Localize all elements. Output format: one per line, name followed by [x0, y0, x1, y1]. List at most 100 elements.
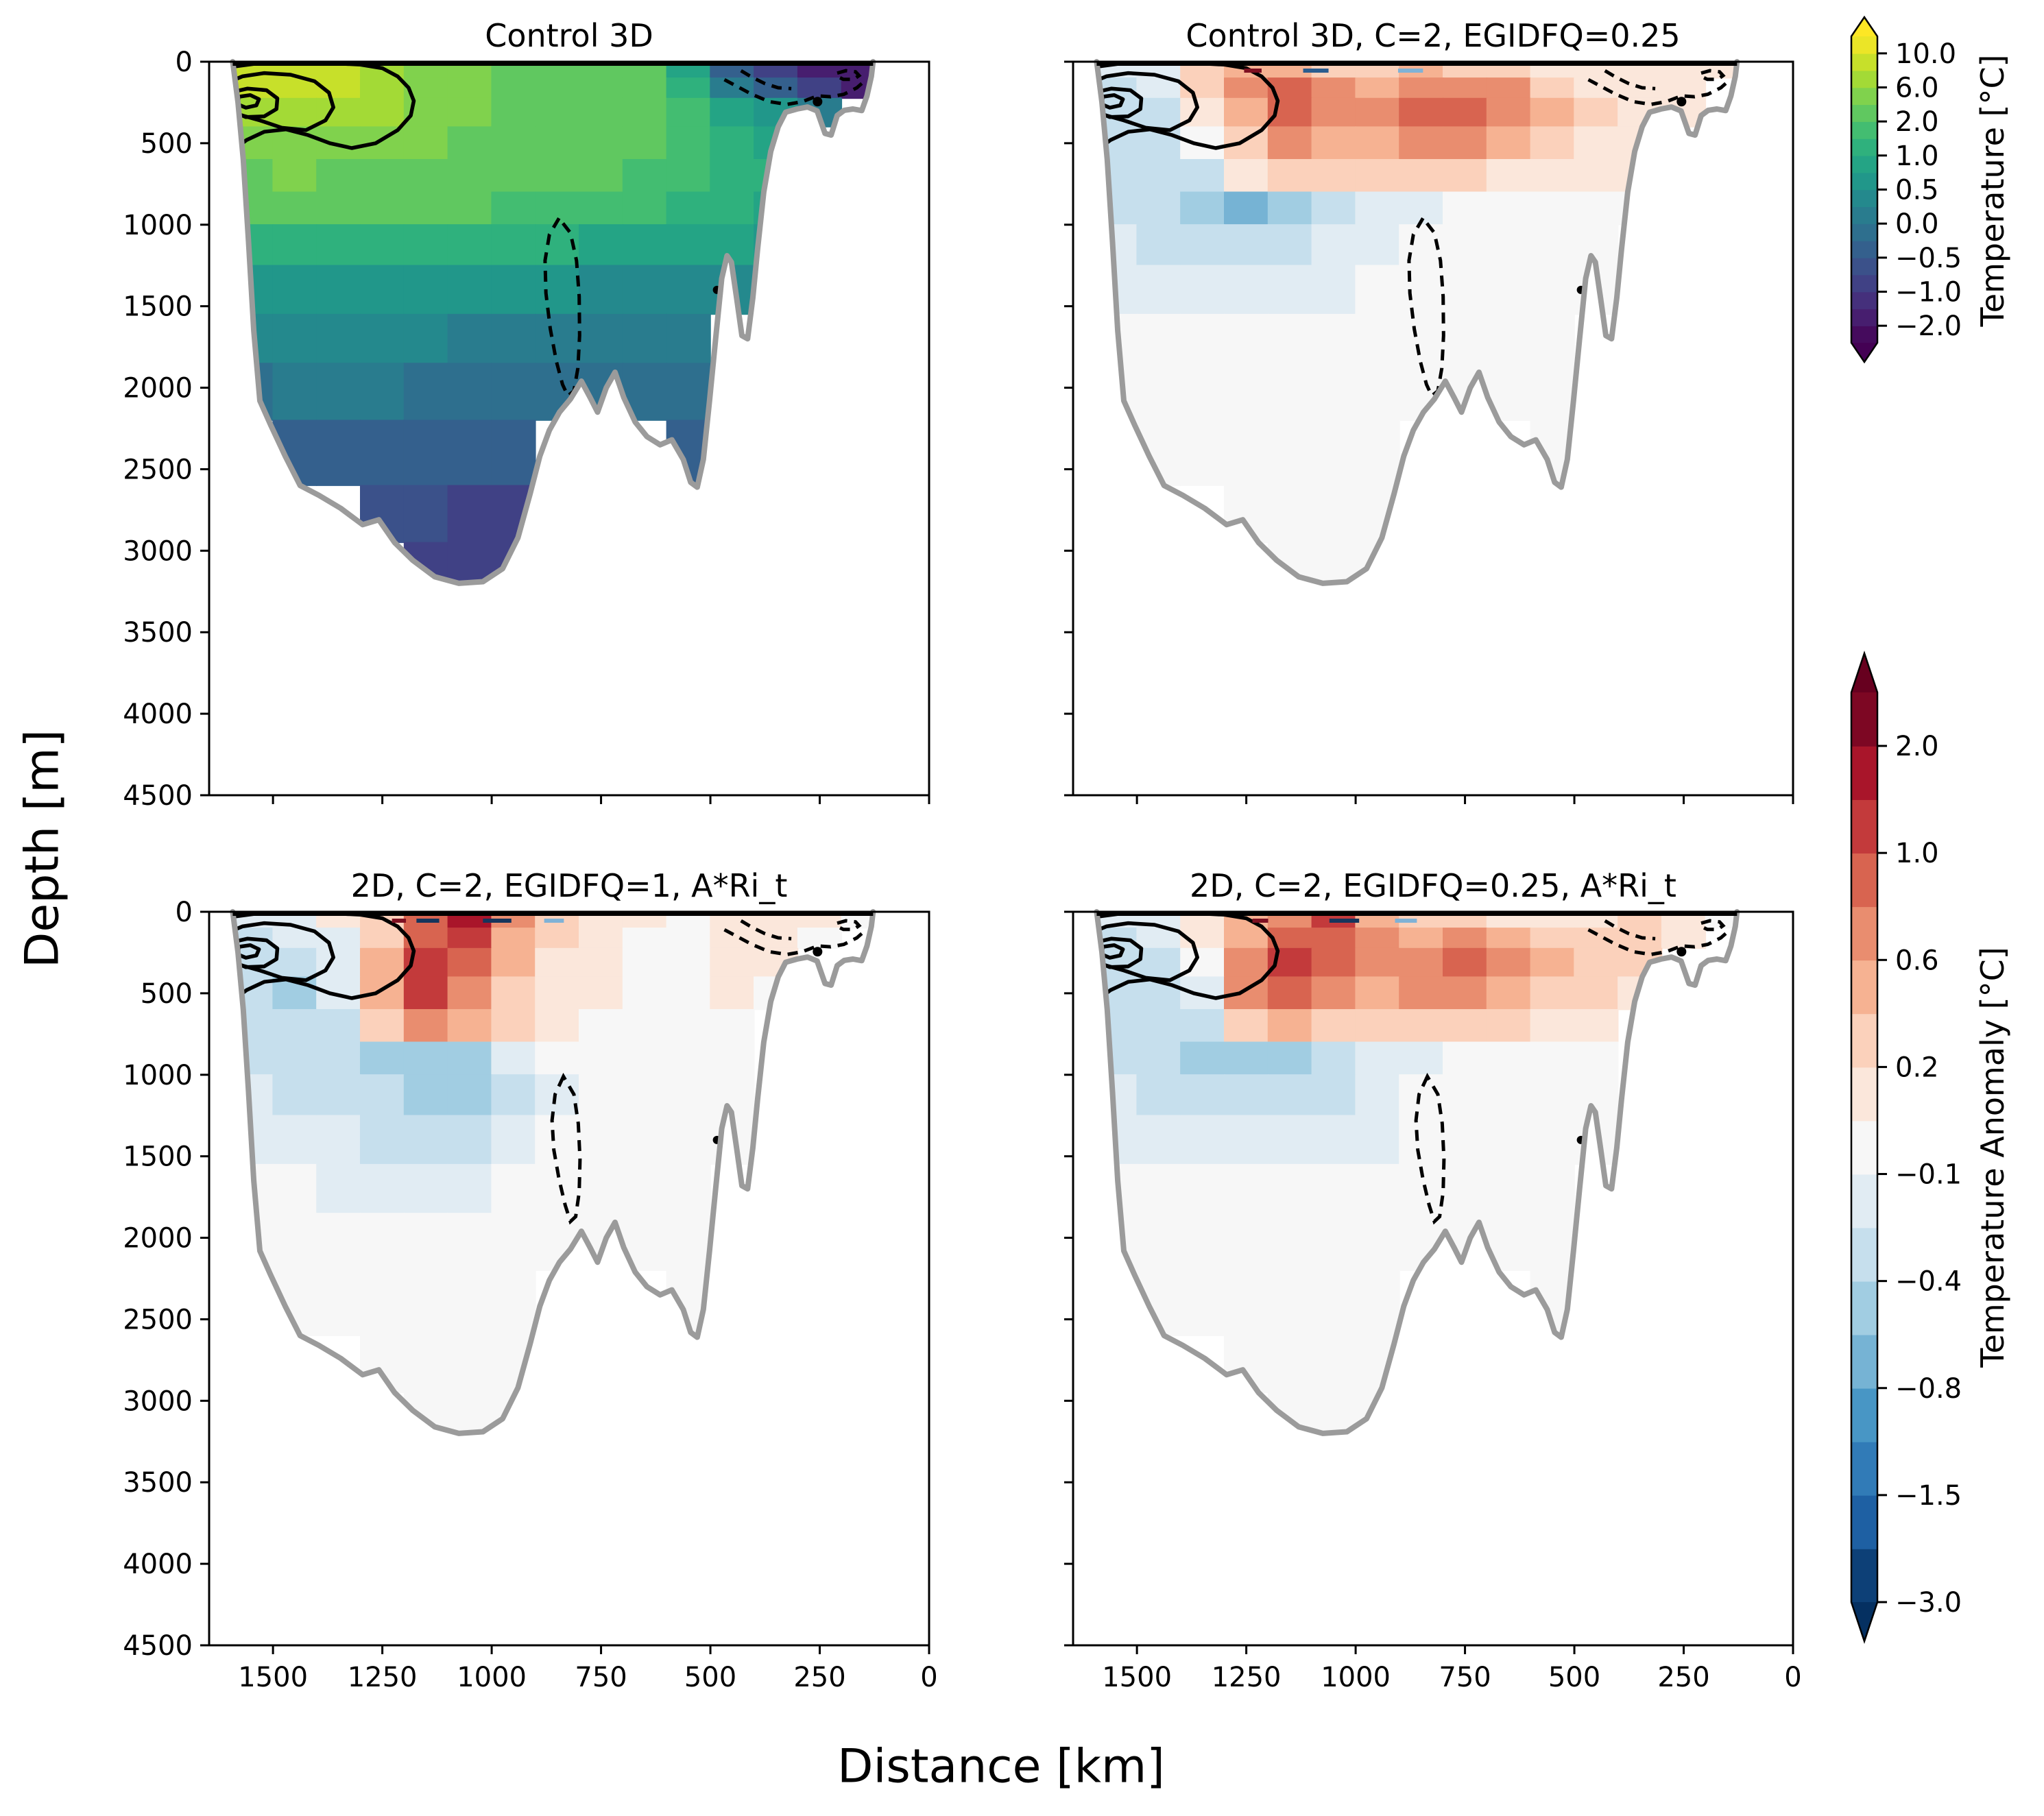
y-tick-label: 500 [141, 128, 193, 160]
bathymetry-outline [230, 909, 876, 1436]
x-tick-label: 0 [920, 1662, 937, 1693]
y-tick-label: 1000 [123, 1060, 193, 1091]
colorbar-segment [1851, 1334, 1877, 1389]
colorbar-tick-label: 0.6 [1895, 945, 1939, 976]
colorbar-segment [1851, 1013, 1877, 1068]
x-tick-label: 500 [684, 1662, 736, 1693]
panel-control-3d-c2-egidfq025: Control 3D, C=2, EGIDFQ=0.25 [1064, 17, 1794, 804]
panel-title: Control 3D, C=2, EGIDFQ=0.25 [1186, 17, 1680, 54]
dashed-contour-line [1587, 77, 1730, 106]
colorbar-arrow-up [1851, 653, 1877, 692]
colorbar-segment [1851, 104, 1877, 122]
y-tick-label: 3500 [123, 1467, 193, 1499]
x-tick-label: 1500 [1102, 1662, 1172, 1693]
axes-spines [1072, 60, 1794, 797]
x-tick-label: 750 [1439, 1662, 1491, 1693]
axes-spines [208, 60, 930, 797]
colorbar-anomaly-label: Temperature Anomaly [°C] [1974, 947, 2011, 1368]
y-tick-label: 4000 [123, 1549, 193, 1580]
colorbar-outline [1850, 15, 1879, 364]
colorbar-segment [1851, 1441, 1877, 1496]
colorbar-tick-label: 0.2 [1895, 1052, 1939, 1083]
colorbar-segment [1851, 291, 1877, 310]
colorbar-segment [1851, 1388, 1877, 1442]
dashed-contour-line [835, 69, 862, 82]
colorbar-segment [1851, 1548, 1877, 1603]
colorbar-segment [1851, 206, 1877, 224]
dashed-contour-line [740, 69, 792, 90]
axes-spines [208, 910, 930, 1647]
colorbar-segment [1851, 799, 1877, 853]
colorbar-segment [1851, 1067, 1877, 1122]
colorbar-tick-label: 2.0 [1895, 731, 1939, 762]
colorbar-segment [1851, 53, 1877, 71]
x-tick-label: 500 [1548, 1662, 1600, 1693]
y-tick-label: 2000 [123, 373, 193, 404]
panel-2d-c2-egidfq025-arit: 1500 1250 1000 750 500 250 0 2D, C=2, EGIDFQ=0.… [1064, 867, 1802, 1693]
panel-title: 2D, C=2, EGIDFQ=1, A*Ri_t [351, 867, 788, 904]
bathymetry-outline [230, 59, 876, 586]
y-tick-label: 4500 [123, 1630, 193, 1662]
colorbar-segment [1851, 1174, 1877, 1228]
colorbar-segment [1851, 1494, 1877, 1549]
colorbar-segment [1851, 960, 1877, 1015]
x-tick-label: 1250 [348, 1662, 418, 1693]
colorbar-tick-label: 0.0 [1895, 208, 1939, 240]
colorbar-arrow-up [1851, 17, 1877, 36]
y-tick-label: 0 [176, 897, 193, 928]
colorbar-tick-label: 1.0 [1895, 838, 1939, 869]
contour-dot [813, 947, 823, 957]
dashed-contour-line [1587, 928, 1730, 956]
colorbar-tick-label: −0.5 [1895, 243, 1962, 274]
temperature-field [232, 62, 874, 583]
y-tick-label: 1500 [123, 291, 193, 323]
colorbar-segment [1851, 308, 1877, 326]
dashed-contour-line [740, 919, 792, 941]
colorbar-segment [1851, 121, 1877, 139]
colorbar-segment [1851, 241, 1877, 258]
colorbar-segment [1851, 1227, 1877, 1282]
colorbar-segment [1851, 692, 1877, 747]
colorbar-temperature: 10.06.02.01.00.50.0−0.5−1.0−2.0 [1850, 15, 1962, 364]
x-axis-label: Distance [km] [837, 1739, 1165, 1794]
colorbar-segment [1851, 906, 1877, 961]
y-tick-label: 1000 [123, 210, 193, 241]
colorbar-tick-label: 1.0 [1895, 141, 1939, 172]
y-tick-label: 4000 [123, 699, 193, 730]
y-tick-label: 3000 [123, 1385, 193, 1417]
colorbar-segment [1851, 70, 1877, 88]
x-tick-label: 1500 [238, 1662, 308, 1693]
colorbar-segment [1851, 138, 1877, 156]
dashed-contour-line [1699, 69, 1726, 82]
colorbar-segment [1851, 1281, 1877, 1335]
dashed-contour-line [1407, 215, 1445, 399]
contour-dot [813, 97, 823, 107]
colorbar-segment [1851, 87, 1877, 106]
colorbar-segment [1851, 172, 1877, 191]
dashed-contour-line [543, 215, 581, 399]
colorbar-arrow-down [1851, 343, 1877, 362]
solid-contour-line [232, 936, 280, 969]
solid-contour-line [1096, 936, 1144, 969]
dashed-contour-line [1699, 919, 1726, 932]
colorbar-tick-label: 0.5 [1895, 175, 1939, 206]
solid-contour-line [232, 86, 280, 119]
colorbar-tick-label: −0.1 [1895, 1159, 1962, 1191]
colorbar-segment [1851, 257, 1877, 276]
colorbar-tick-label: −0.8 [1895, 1373, 1962, 1405]
colorbar-arrow-down [1851, 1602, 1877, 1641]
dashed-contour-line [1414, 1072, 1446, 1225]
colorbar-segment [1851, 36, 1877, 54]
colorbar-tick-label: 6.0 [1895, 73, 1939, 104]
y-tick-label: 0 [176, 47, 193, 78]
y-tick-label: 2000 [123, 1223, 193, 1255]
panel-title: 2D, C=2, EGIDFQ=0.25, A*Ri_t [1190, 867, 1676, 904]
x-tick-label: 1000 [1321, 1662, 1391, 1693]
bathymetry-outline [1094, 909, 1740, 1436]
colorbar-tick-label: −1.5 [1895, 1480, 1962, 1512]
dashed-contour-line [723, 77, 866, 106]
y-axis-label: Depth [m] [15, 729, 70, 969]
panel-control-3d: 0 500 1000 1500 2000 2500 3000 3500 4000 4500 Cont… [123, 17, 930, 812]
y-tick-label: 1500 [123, 1141, 193, 1173]
